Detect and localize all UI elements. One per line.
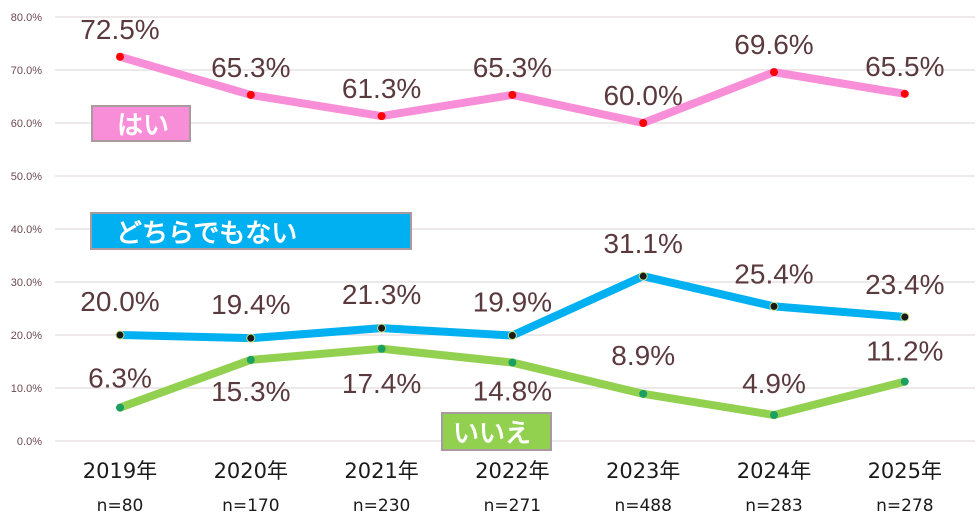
x-tick-label: 2020年 (214, 459, 288, 483)
data-point (115, 330, 125, 340)
legend-no: いいえ (441, 412, 552, 451)
data-point (377, 344, 386, 353)
data-label: 6.3% (88, 363, 152, 394)
data-label: 65.5% (865, 51, 944, 82)
sample-size-label: n=278 (876, 496, 933, 516)
y-tick-label: 10.0% (11, 383, 42, 395)
data-point (770, 411, 778, 420)
sample-size-label: n=230 (353, 496, 410, 516)
data-label: 19.4% (211, 289, 290, 320)
data-point (246, 90, 255, 99)
data-point (377, 323, 387, 333)
sample-size-label: n=80 (97, 496, 144, 516)
legend-yes: はい (91, 105, 191, 142)
legend-neither: どちらでもない (90, 212, 412, 250)
y-tick-label: 40.0% (11, 224, 42, 236)
x-tick-label: 2023年 (606, 459, 680, 483)
y-tick-label: 30.0% (11, 277, 42, 289)
data-label: 20.0% (80, 286, 159, 317)
data-point (377, 112, 386, 121)
data-point (507, 331, 517, 341)
data-point (639, 119, 648, 127)
y-tick-label: 70.0% (11, 65, 42, 77)
x-tick-label: 2019年 (83, 459, 157, 483)
data-point (246, 333, 256, 343)
data-label: 72.5% (80, 14, 159, 45)
data-label: 65.3% (473, 52, 552, 83)
x-tick-label: 2024年 (737, 459, 811, 483)
legend-neither-label: どちらでもない (116, 218, 298, 249)
data-label: 4.9% (742, 368, 806, 399)
sample-size-label: n=283 (745, 496, 802, 516)
y-tick-label: 80.0% (11, 12, 42, 24)
data-point (116, 403, 124, 412)
y-tick-label: 50.0% (11, 171, 42, 183)
data-label: 60.0% (603, 80, 682, 111)
sample-size-label: n=271 (484, 496, 541, 516)
y-tick-label: 60.0% (11, 118, 42, 130)
data-label: 65.3% (211, 52, 290, 83)
data-point (900, 89, 909, 98)
data-point (508, 358, 517, 367)
data-label: 11.2% (866, 336, 943, 367)
data-label: 15.3% (211, 376, 290, 407)
data-point (769, 301, 779, 311)
data-point (900, 377, 909, 386)
data-point (770, 68, 778, 77)
x-tick-label: 2022年 (475, 459, 549, 483)
x-tick-label: 2021年 (344, 459, 418, 483)
legend-yes-label: はい (117, 111, 170, 141)
data-label: 23.4% (865, 269, 944, 300)
sample-size-label: n=488 (614, 496, 671, 516)
data-label: 31.1% (603, 228, 682, 259)
y-tick-label: 20.0% (11, 330, 42, 342)
x-tick-label: 2025年 (868, 459, 942, 483)
data-point (116, 52, 124, 61)
data-point (900, 312, 910, 322)
data-label: 21.3% (342, 279, 421, 310)
data-label: 69.6% (734, 29, 813, 60)
data-point (508, 90, 517, 99)
data-point (639, 389, 648, 398)
data-label: 19.9% (473, 287, 552, 318)
data-label: 25.4% (734, 258, 813, 289)
data-point (246, 355, 255, 364)
data-label: 14.8% (473, 376, 552, 407)
data-label: 8.9% (611, 340, 675, 371)
data-label: 17.4% (342, 368, 421, 399)
legend-no-label: いいえ (453, 419, 532, 449)
data-label: 61.3% (342, 73, 421, 104)
y-tick-label: 0.0% (17, 436, 42, 448)
sample-size-label: n=170 (222, 496, 279, 516)
data-point (638, 271, 648, 281)
